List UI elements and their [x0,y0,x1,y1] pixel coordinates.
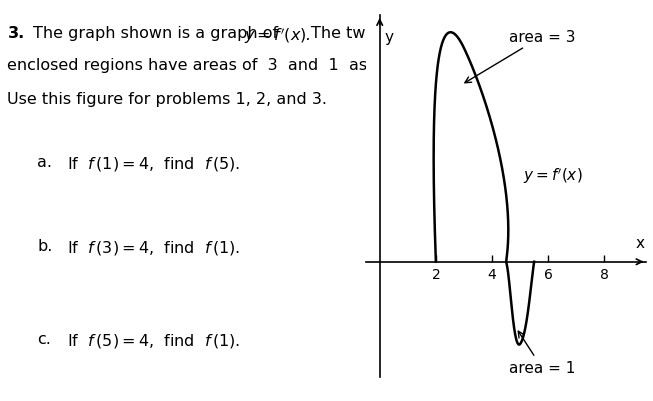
Text: y: y [385,30,394,45]
Text: $y=f'(x)$: $y=f'(x)$ [523,166,582,185]
Text: If  $f\,(5)=4$,  find  $f\,(1)$.: If $f\,(5)=4$, find $f\,(1)$. [67,331,240,349]
Text: c.: c. [37,331,51,346]
Text: $y=f'(x)$.: $y=f'(x)$. [244,26,311,46]
Text: Use this figure for problems 1, 2, and 3.: Use this figure for problems 1, 2, and 3… [7,91,327,106]
Text: If  $f\,(3)=4$,  find  $f\,(1)$.: If $f\,(3)=4$, find $f\,(1)$. [67,239,240,257]
Text: a.: a. [37,154,52,169]
Text: The graph shown is a graph of: The graph shown is a graph of [33,26,279,41]
Text: If  $f\,(1)=4$,  find  $f\,(5)$.: If $f\,(1)=4$, find $f\,(5)$. [67,154,240,172]
Text: The two: The two [311,26,375,41]
Text: x: x [635,236,645,251]
Text: enclosed regions have areas of  3  and  1  as shown.: enclosed regions have areas of 3 and 1 a… [7,58,430,73]
Text: area = 3: area = 3 [465,30,575,83]
Text: area = 1: area = 1 [509,331,575,375]
Text: 3.: 3. [7,26,25,41]
Text: b.: b. [37,239,53,253]
